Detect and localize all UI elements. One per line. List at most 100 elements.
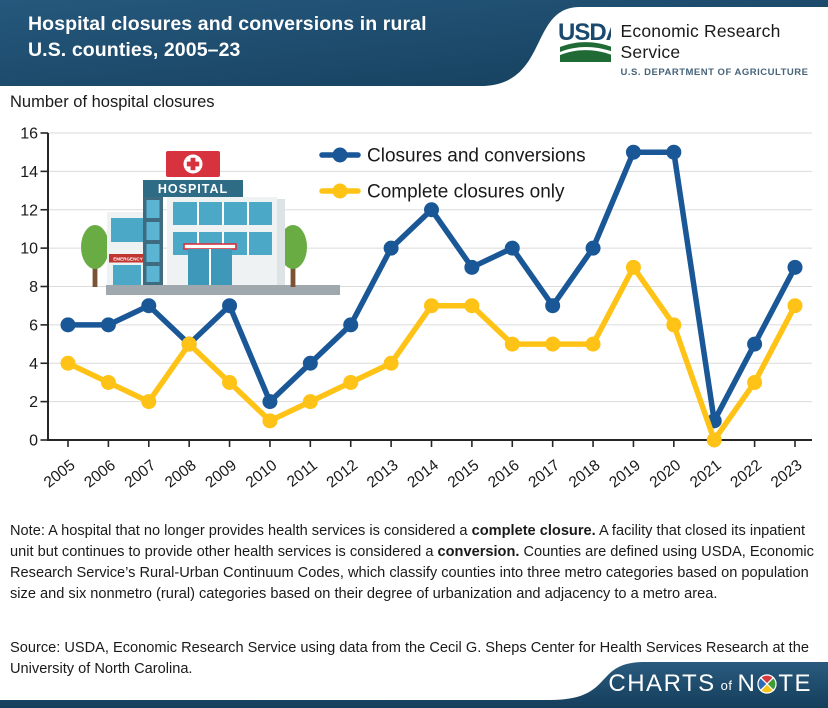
y-axis-tick-label: 4 — [29, 356, 38, 373]
y-axis-tick-label: 0 — [29, 433, 38, 450]
data-point — [787, 259, 803, 275]
tree-icon — [81, 225, 109, 287]
chart-svg: EMERGENCY HOSPI — [20, 126, 812, 492]
data-point — [504, 240, 520, 256]
chart-y-axis-heading: Number of hospital closures — [10, 93, 215, 111]
x-axis-tick-label: 2015 — [445, 457, 483, 492]
chart-legend: Closures and conversions Complete closure… — [319, 146, 586, 203]
data-point — [262, 413, 278, 429]
data-point — [747, 336, 763, 352]
note-segment: A facility that closed its inpatient uni… — [10, 522, 805, 560]
usda-swoosh-icon — [560, 42, 611, 52]
legend-marker — [332, 183, 348, 199]
footer-banner — [0, 662, 828, 708]
tree-icon — [279, 225, 307, 287]
note-term: complete closure. — [471, 522, 596, 539]
y-axis-labels: 0 2 4 6 8 10 12 14 16 — [20, 126, 48, 450]
data-point — [141, 298, 157, 314]
data-point — [383, 240, 399, 256]
data-point — [666, 317, 682, 333]
legend-label: Closures and conversions — [367, 146, 586, 167]
data-point — [60, 317, 76, 333]
page-title-line2: U.S. counties, 2005–23 — [28, 39, 241, 61]
brand-note-te: TE — [778, 670, 812, 697]
brand-charts: CHARTS — [608, 670, 716, 697]
data-point — [141, 394, 157, 410]
note-segment: Note: A hospital that no longer provides… — [10, 522, 472, 539]
data-point — [302, 394, 318, 410]
hospital-base — [106, 285, 340, 295]
header-banner — [0, 0, 828, 86]
x-axis-tick-label: 2013 — [364, 457, 402, 492]
data-point — [383, 355, 399, 371]
brand-note-n: N — [737, 670, 757, 697]
agency-subtitle: U.S. DEPARTMENT OF AGRICULTURE — [620, 67, 809, 78]
x-axis-tick-label: 2012 — [324, 457, 362, 492]
data-point — [545, 298, 561, 314]
note-text: Note: A hospital that no longer provides… — [10, 521, 818, 605]
usda-symbol-icon: USDA — [558, 19, 611, 62]
x-axis-tick-label: 2006 — [81, 457, 119, 492]
x-axis-tick-label: 2008 — [162, 457, 200, 492]
data-point — [747, 374, 763, 390]
data-point — [464, 298, 480, 314]
data-point — [222, 298, 238, 314]
data-point — [181, 336, 197, 352]
data-point — [60, 355, 76, 371]
emergency-sign-label: EMERGENCY — [113, 257, 143, 262]
y-axis-tick-label: 8 — [29, 279, 38, 296]
x-axis-tick-label: 2019 — [606, 457, 644, 492]
y-axis-tick-label: 12 — [20, 202, 38, 219]
x-axis-tick-label: 2007 — [122, 457, 160, 492]
x-axis-tick-label: 2014 — [404, 457, 442, 492]
data-point — [706, 432, 722, 448]
x-axis-tick-label: 2016 — [485, 457, 523, 492]
data-point — [625, 259, 641, 275]
data-point — [424, 202, 439, 218]
x-axis-tick-label: 2018 — [566, 457, 604, 492]
x-axis-tick-label: 2009 — [202, 457, 240, 492]
agency-name: Economic Research Service — [620, 21, 781, 62]
entrance-awning — [183, 243, 237, 250]
data-point — [302, 355, 318, 371]
x-axis-labels: 2005 2006 2007 2008 2009 2010 2011 2012 2013 2014… — [41, 440, 806, 492]
x-axis-tick-label: 2010 — [243, 457, 281, 492]
x-axis-tick-label: 2021 — [687, 457, 725, 492]
hospital-sign: HOSPITAL — [143, 180, 243, 197]
data-point — [585, 240, 601, 256]
x-axis-tick-label: 2011 — [284, 457, 321, 491]
y-axis-tick-label: 2 — [29, 394, 38, 411]
data-point — [545, 336, 561, 352]
data-point — [100, 317, 116, 333]
data-point — [343, 374, 359, 390]
data-point — [585, 336, 601, 352]
x-axis-tick-label: 2023 — [768, 457, 806, 492]
data-point — [464, 259, 480, 275]
usda-field-icon — [560, 50, 611, 62]
hospital-sign-label: HOSPITAL — [158, 182, 228, 196]
note-term: conversion. — [437, 543, 520, 560]
data-point — [666, 144, 682, 160]
data-point — [424, 298, 439, 314]
page-title: Hospital closures and conversions in rur… — [28, 11, 498, 63]
data-point — [262, 394, 278, 410]
usda-wordmark: USDA — [558, 19, 611, 46]
x-axis-tick-label: 2020 — [647, 457, 685, 492]
brand-of: of — [720, 678, 733, 693]
charts-of-note-logo: CHARTS of N TE — [608, 670, 812, 698]
usda-logo: USDA Economic Research Service U.S. DEPA… — [557, 19, 828, 78]
y-axis-tick-label: 10 — [20, 241, 38, 258]
data-point — [787, 298, 803, 314]
note-segment: Counties are defined using USDA, Economi… — [10, 543, 814, 602]
red-cross-sign-icon — [166, 151, 220, 177]
x-axis-tick-label: 2022 — [727, 457, 765, 492]
y-axis-tick-label: 6 — [29, 317, 38, 334]
x-axis-tick-label: 2017 — [525, 457, 563, 492]
pie-chart-icon — [757, 674, 777, 694]
data-point — [222, 374, 238, 390]
data-point — [625, 144, 641, 160]
data-point — [504, 336, 520, 352]
page-title-line1: Hospital closures and conversions in rur… — [28, 13, 427, 35]
hospital-illustration: EMERGENCY HOSPI — [81, 151, 340, 295]
chart-area: EMERGENCY HOSPI — [0, 115, 828, 505]
